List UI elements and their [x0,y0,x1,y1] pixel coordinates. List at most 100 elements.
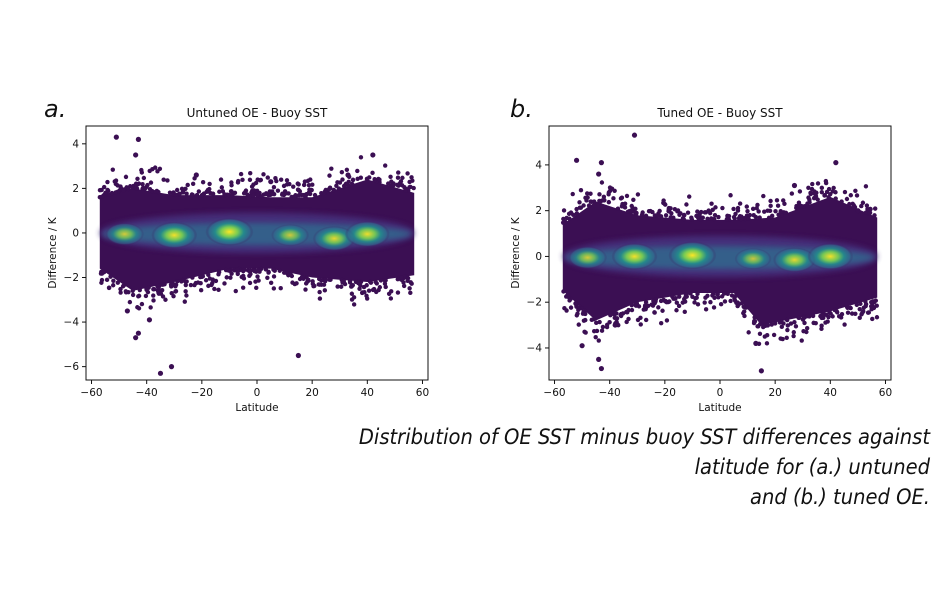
scatter-point [766,215,772,221]
scatter-point [709,216,714,221]
outlier-point [753,340,759,346]
scatter-point [567,298,572,303]
scatter-point [279,192,285,197]
scatter-point [386,291,392,297]
scatter-point [797,315,802,320]
scatter-point [683,294,688,300]
scatter-point [113,178,119,183]
scatter-point [291,184,296,189]
scatter-point [151,286,157,292]
scatter-point [688,291,693,296]
scatter-point [144,286,149,291]
density-center [105,222,145,246]
scatter-point [596,338,601,343]
scatter-point [226,268,231,273]
scatter-point [869,299,874,305]
scatter-point [607,188,613,194]
scatter-point [573,301,578,306]
scatter-point [785,327,790,333]
scatter-point [851,204,856,210]
scatter-point [793,324,799,329]
outlier-point [791,182,798,189]
scatter-point [155,169,160,174]
scatter-point [118,184,123,189]
plot-area [560,132,880,374]
scatter-point [322,288,328,293]
y-tick-label: 4 [72,138,79,150]
scatter-point [660,308,665,313]
scatter-point [395,276,400,282]
scatter-point [185,182,190,188]
scatter-point [205,187,211,193]
scatter-point [326,186,332,192]
scatter-point [696,215,701,221]
scatter-point [685,210,691,215]
scatter-point [148,305,153,310]
scatter-point [586,203,592,208]
scatter-point [222,281,227,286]
scatter-point [629,302,634,308]
scatter-point [756,209,761,214]
scatter-point [619,195,625,200]
scatter-point [271,267,276,272]
scatter-point [356,280,362,285]
outlier-point [135,330,142,336]
scatter-point [140,181,145,187]
scatter-point [341,183,347,189]
scatter-point [265,275,270,280]
scatter-point [863,303,868,309]
scatter-point [867,210,873,215]
x-tick-label: −60 [543,387,565,399]
scatter-point [849,311,855,316]
scatter-point [147,168,152,174]
scatter-point [732,298,738,303]
scatter-point [806,185,811,190]
scatter-point [788,321,794,326]
scatter-point [865,206,870,212]
scatter-point [349,291,355,296]
scatter-point [216,287,221,293]
scatter-point [744,204,749,209]
x-axis-label: Latitude [698,402,741,414]
outlier-point [168,364,175,370]
scatter-point [872,213,877,218]
scatter-point [577,200,582,205]
scatter-point [284,178,290,183]
scatter-point [796,200,802,205]
scatter-point [658,320,664,326]
scatter-point [350,177,356,183]
scatter-point [118,290,123,295]
scatter-point [629,203,634,209]
scatter-point [251,193,256,198]
outlier-point [598,365,605,372]
scatter-point [728,298,733,304]
scatter-point [695,302,701,307]
scatter-point [184,293,189,298]
scatter-point [784,335,789,341]
panel-letter-b: b. [510,95,533,123]
scatter-point [764,341,770,346]
outlier-point [758,368,764,374]
scatter-point [99,187,104,193]
scatter-point [248,268,253,273]
y-axis-label: Difference / K [47,216,59,288]
scatter-point [156,285,161,291]
scatter-point [349,284,354,289]
scatter-point [599,328,605,333]
density-center [271,224,310,247]
scatter-point [771,332,777,338]
scatter-point [663,213,669,218]
scatter-point [631,197,636,203]
density-center [734,248,772,270]
scatter-point [287,272,293,277]
scatter-point [823,320,828,325]
scatter-point [845,310,851,315]
scatter-point [819,189,825,195]
outlier-point [157,370,164,376]
scatter-point [710,293,715,298]
scatter-point [785,323,790,328]
scatter-point [139,167,144,173]
scatter-point [168,282,174,288]
scatter-point [594,320,599,326]
scatter-point [746,330,751,335]
